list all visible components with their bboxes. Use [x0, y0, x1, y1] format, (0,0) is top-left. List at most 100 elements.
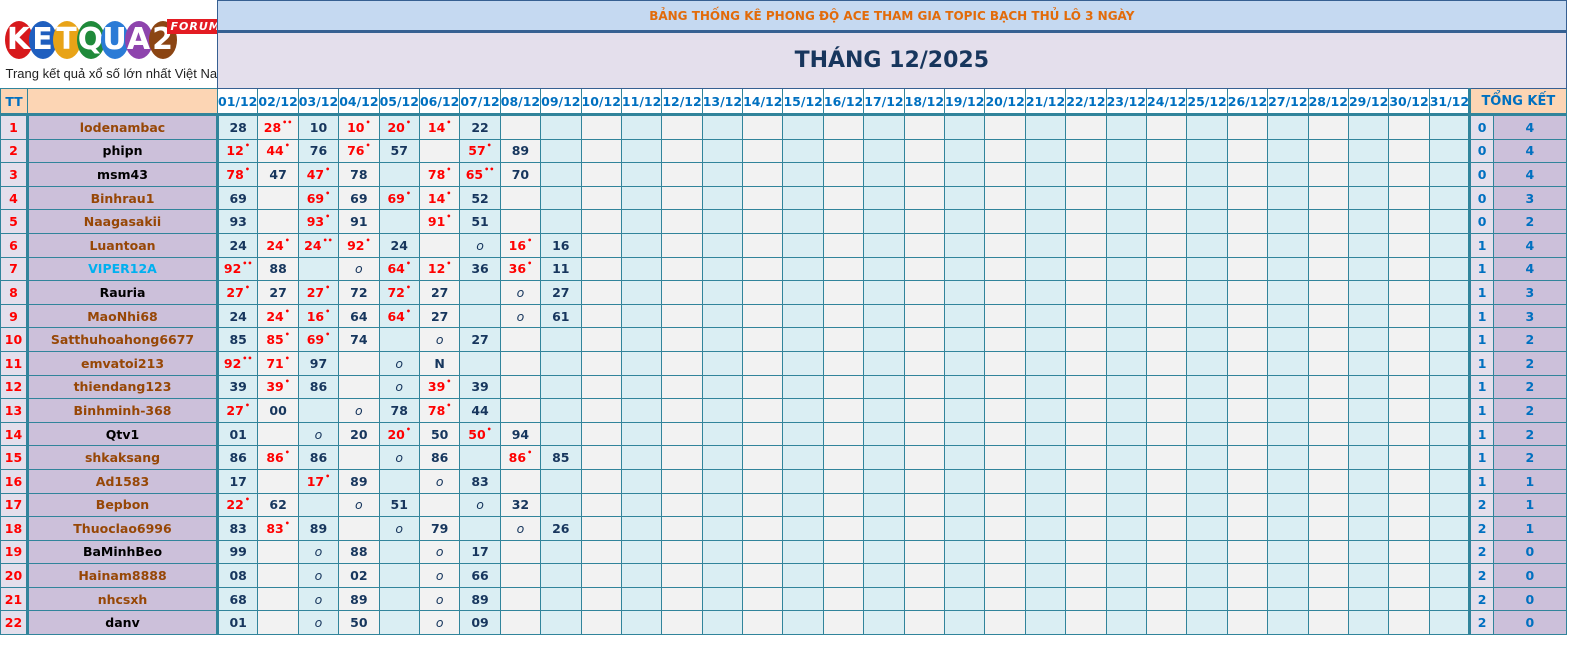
day-cell[interactable]	[822, 209, 865, 234]
day-cell[interactable]	[944, 303, 986, 329]
day-cell[interactable]: 69•	[378, 185, 420, 211]
day-cell[interactable]: 79	[418, 516, 461, 541]
day-cell[interactable]	[701, 468, 744, 494]
day-cell[interactable]	[1226, 256, 1269, 282]
day-cell[interactable]	[984, 610, 1026, 636]
day-cell[interactable]	[661, 492, 703, 518]
day-cell[interactable]	[1347, 350, 1390, 376]
day-cell[interactable]	[822, 492, 865, 518]
day-cell[interactable]	[903, 374, 946, 400]
day-cell[interactable]: o	[418, 610, 461, 636]
day-cell[interactable]	[620, 327, 663, 352]
day-cell[interactable]	[1186, 256, 1228, 282]
day-cell[interactable]: 01	[216, 610, 259, 636]
day-cell[interactable]	[1267, 303, 1309, 329]
day-cell[interactable]	[661, 303, 703, 329]
day-cell[interactable]	[1267, 350, 1309, 376]
day-cell[interactable]	[903, 138, 946, 164]
day-cell[interactable]: 69•	[297, 327, 340, 352]
day-cell[interactable]	[782, 539, 824, 565]
day-cell[interactable]: 78•	[418, 162, 461, 187]
day-cell[interactable]	[903, 350, 946, 376]
day-cell[interactable]	[1065, 468, 1107, 494]
day-cell[interactable]	[1226, 350, 1269, 376]
day-cell[interactable]	[540, 421, 582, 447]
day-cell[interactable]	[1347, 374, 1390, 400]
day-cell[interactable]	[620, 421, 663, 447]
day-cell[interactable]	[1347, 138, 1390, 164]
day-cell[interactable]	[701, 114, 744, 140]
day-cell[interactable]	[822, 516, 865, 541]
day-cell[interactable]: 92•	[338, 232, 380, 258]
day-cell[interactable]: 00	[257, 398, 299, 423]
day-cell[interactable]	[499, 539, 542, 565]
day-cell[interactable]	[782, 114, 824, 140]
day-cell[interactable]	[701, 232, 744, 258]
day-cell[interactable]	[1267, 516, 1309, 541]
day-cell[interactable]	[1024, 138, 1067, 164]
day-cell[interactable]	[742, 232, 784, 258]
day-cell[interactable]	[822, 162, 865, 187]
day-cell[interactable]	[863, 256, 905, 282]
day-cell[interactable]	[984, 516, 1026, 541]
day-cell[interactable]	[863, 138, 905, 164]
day-cell[interactable]	[1388, 398, 1430, 423]
day-cell[interactable]	[903, 421, 946, 447]
day-cell[interactable]	[1347, 185, 1390, 211]
day-cell[interactable]	[1428, 138, 1471, 164]
day-cell[interactable]	[540, 586, 582, 612]
day-cell[interactable]	[1186, 445, 1228, 470]
day-cell[interactable]	[1024, 114, 1067, 140]
day-cell[interactable]: o	[499, 516, 542, 541]
day-cell[interactable]	[742, 138, 784, 164]
day-cell[interactable]	[863, 516, 905, 541]
day-cell[interactable]	[863, 610, 905, 636]
day-cell[interactable]	[499, 374, 542, 400]
day-cell[interactable]	[1065, 303, 1107, 329]
day-cell[interactable]	[944, 374, 986, 400]
day-cell[interactable]	[257, 185, 299, 211]
day-cell[interactable]	[1105, 280, 1147, 305]
day-cell[interactable]	[782, 516, 824, 541]
day-cell[interactable]	[782, 445, 824, 470]
player-name[interactable]: Rauria	[27, 280, 219, 305]
day-cell[interactable]	[742, 586, 784, 612]
day-cell[interactable]	[540, 563, 582, 588]
day-cell[interactable]	[742, 610, 784, 636]
day-cell[interactable]	[1024, 610, 1067, 636]
day-cell[interactable]	[742, 114, 784, 140]
day-cell[interactable]: o	[418, 539, 461, 565]
day-cell[interactable]	[782, 421, 824, 447]
day-cell[interactable]: 26	[540, 516, 582, 541]
day-cell[interactable]	[903, 232, 946, 258]
day-cell[interactable]	[620, 256, 663, 282]
day-cell[interactable]	[1105, 256, 1147, 282]
day-cell[interactable]	[499, 327, 542, 352]
day-cell[interactable]	[1065, 327, 1107, 352]
day-cell[interactable]	[742, 468, 784, 494]
day-cell[interactable]	[580, 114, 622, 140]
day-cell[interactable]: 39	[459, 374, 501, 400]
day-cell[interactable]	[1307, 563, 1349, 588]
day-cell[interactable]	[984, 492, 1026, 518]
player-name[interactable]: Ad1583	[27, 468, 219, 494]
day-cell[interactable]	[984, 445, 1026, 470]
player-name[interactable]: Thuoclao6996	[27, 516, 219, 541]
day-cell[interactable]	[742, 492, 784, 518]
day-cell[interactable]	[822, 303, 865, 329]
day-cell[interactable]	[1347, 280, 1390, 305]
day-cell[interactable]	[1024, 327, 1067, 352]
day-cell[interactable]	[1388, 586, 1430, 612]
day-cell[interactable]	[378, 327, 420, 352]
day-cell[interactable]	[661, 256, 703, 282]
day-cell[interactable]	[378, 610, 420, 636]
day-cell[interactable]	[1307, 280, 1349, 305]
day-cell[interactable]: 20•	[378, 421, 420, 447]
day-cell[interactable]	[984, 539, 1026, 565]
day-cell[interactable]: 12•	[216, 138, 259, 164]
day-cell[interactable]	[378, 162, 420, 187]
day-cell[interactable]	[903, 492, 946, 518]
day-cell[interactable]: 69•	[297, 185, 340, 211]
day-cell[interactable]	[1267, 398, 1309, 423]
